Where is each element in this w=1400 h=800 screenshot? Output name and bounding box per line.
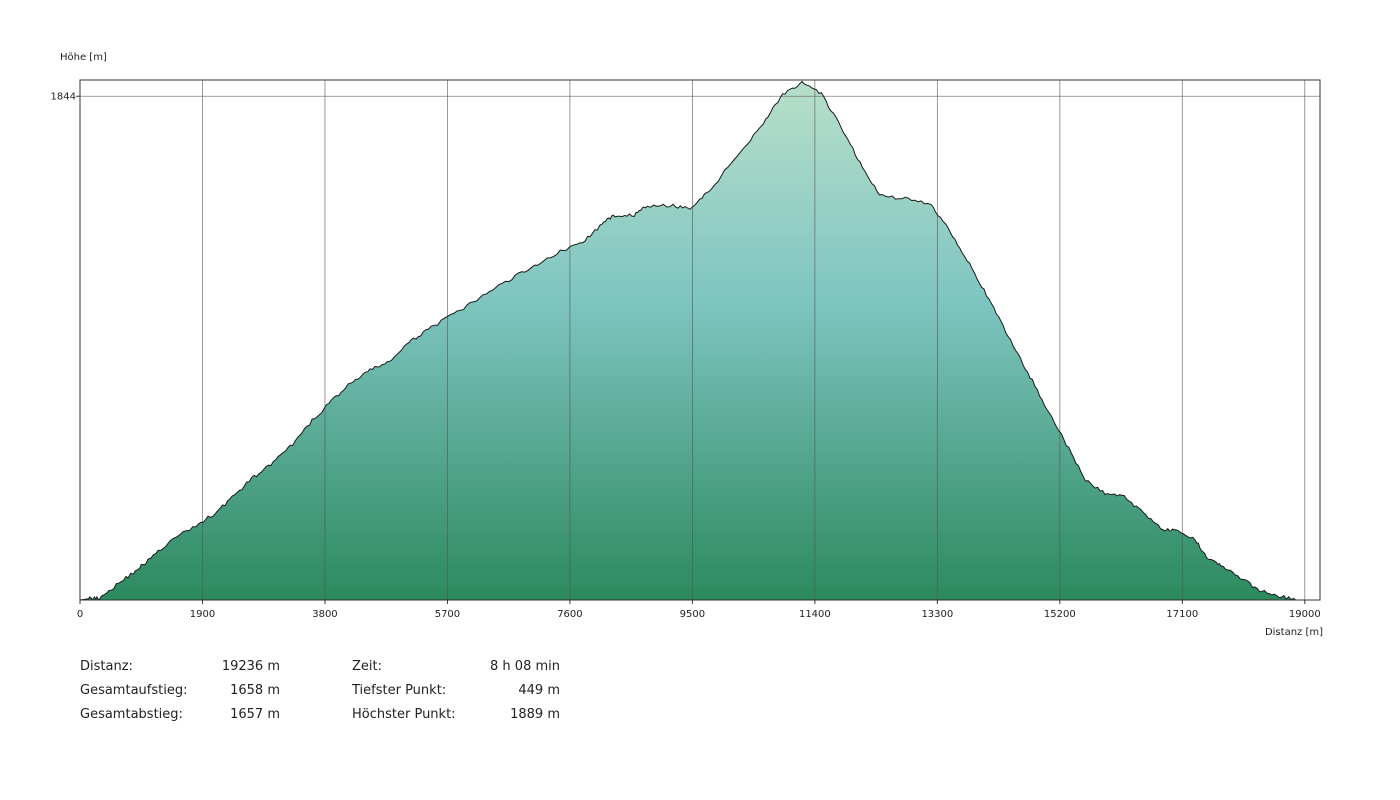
stat-row-lowest-point: Tiefster Punkt: 449 m bbox=[352, 682, 560, 700]
stat-value: 19236 m bbox=[221, 659, 280, 674]
stat-label: Gesamtaufstieg: bbox=[80, 683, 188, 698]
y-tick-label: 1844 bbox=[51, 91, 76, 102]
x-tick-label: 0 bbox=[77, 609, 83, 620]
stat-row-highest-point: Höchster Punkt: 1889 m bbox=[352, 706, 560, 724]
stat-row-descent: Gesamtabstieg: 1657 m bbox=[80, 706, 280, 724]
elevation-line bbox=[79, 80, 1320, 601]
x-tick-label: 5700 bbox=[435, 609, 460, 620]
x-axis-ticks: 0 1900 3800 5700 7600 9500 11400 13300 15200 1710… bbox=[77, 600, 1321, 620]
x-tick-label: 3800 bbox=[312, 609, 337, 620]
x-tick-label: 11400 bbox=[799, 609, 831, 620]
stat-label: Gesamtabstieg: bbox=[80, 707, 183, 722]
stat-row-distance: Distanz: 19236 m bbox=[80, 658, 280, 676]
stat-label: Höchster Punkt: bbox=[352, 707, 456, 722]
stat-row-time: Zeit: 8 h 08 min bbox=[352, 658, 560, 676]
x-tick-label: 7600 bbox=[557, 609, 582, 620]
plot-frame bbox=[79, 79, 1321, 601]
stat-row-ascent: Gesamtaufstieg: 1658 m bbox=[80, 682, 280, 700]
x-axis-label: Distanz [m] bbox=[1265, 627, 1323, 638]
stat-value: 1658 m bbox=[230, 683, 280, 698]
y-axis-label: Höhe [m] bbox=[60, 52, 107, 63]
stat-label: Zeit: bbox=[352, 659, 382, 674]
stat-label: Tiefster Punkt: bbox=[352, 683, 447, 698]
stat-value: 449 m bbox=[518, 683, 560, 698]
x-tick-label: 13300 bbox=[921, 609, 953, 620]
elevation-area bbox=[80, 81, 1320, 600]
x-tick-label: 15200 bbox=[1044, 609, 1076, 620]
x-tick-label: 1900 bbox=[190, 609, 215, 620]
stat-value: 8 h 08 min bbox=[490, 659, 560, 674]
x-tick-label: 17100 bbox=[1166, 609, 1198, 620]
elevation-profile-chart: 0 1900 3800 5700 7600 9500 11400 13300 15200 1710… bbox=[51, 52, 1324, 638]
stat-value: 1889 m bbox=[510, 707, 560, 722]
stat-label: Distanz: bbox=[80, 659, 133, 674]
stat-value: 1657 m bbox=[230, 707, 280, 722]
x-tick-label: 9500 bbox=[680, 609, 705, 620]
y-axis-ticks: 1844 bbox=[51, 91, 80, 102]
x-tick-label: 19000 bbox=[1289, 609, 1321, 620]
grid-lines-overlay bbox=[80, 80, 1320, 600]
